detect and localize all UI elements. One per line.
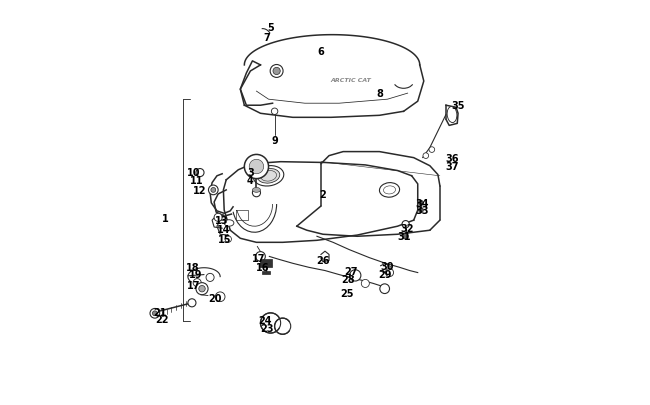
Circle shape (150, 309, 160, 318)
Circle shape (385, 269, 393, 277)
Circle shape (249, 160, 264, 174)
Ellipse shape (254, 166, 284, 187)
Circle shape (215, 292, 225, 302)
Text: 29: 29 (378, 269, 391, 279)
Circle shape (419, 208, 423, 213)
Bar (261, 260, 272, 267)
Text: 18: 18 (186, 262, 200, 272)
Text: 30: 30 (381, 261, 395, 271)
Text: 26: 26 (317, 256, 330, 266)
Text: 8: 8 (376, 89, 383, 99)
Text: 6: 6 (318, 47, 324, 57)
Text: 23: 23 (260, 323, 273, 333)
Circle shape (244, 155, 268, 179)
Circle shape (152, 311, 157, 316)
Text: 22: 22 (155, 314, 168, 324)
Text: 17: 17 (252, 254, 265, 264)
Circle shape (211, 188, 216, 193)
Circle shape (188, 299, 196, 307)
Text: 34: 34 (416, 198, 430, 208)
Text: 25: 25 (341, 288, 354, 298)
Text: 10: 10 (187, 167, 201, 177)
Text: 16: 16 (255, 262, 269, 272)
Text: 21: 21 (153, 307, 166, 317)
Circle shape (419, 201, 423, 206)
Circle shape (350, 270, 361, 281)
Text: 27: 27 (344, 266, 358, 276)
Text: 37: 37 (445, 161, 459, 171)
Text: 36: 36 (445, 153, 459, 163)
Text: 28: 28 (341, 275, 355, 285)
Text: 33: 33 (416, 206, 430, 215)
Bar (262, 271, 270, 274)
Text: 11: 11 (190, 175, 204, 185)
Text: 35: 35 (451, 101, 465, 111)
Circle shape (206, 274, 214, 282)
Circle shape (252, 189, 261, 197)
Circle shape (193, 279, 202, 287)
Circle shape (403, 234, 408, 239)
Circle shape (270, 65, 283, 78)
Circle shape (402, 221, 410, 228)
Text: 32: 32 (400, 224, 413, 234)
Ellipse shape (380, 183, 400, 198)
Text: 20: 20 (208, 293, 222, 303)
Text: 1: 1 (162, 213, 169, 224)
Text: 24: 24 (259, 315, 272, 325)
Text: ARCTIC CAT: ARCTIC CAT (331, 77, 372, 82)
Text: 31: 31 (398, 232, 411, 242)
Text: 19: 19 (189, 269, 203, 279)
Circle shape (361, 280, 369, 288)
Circle shape (199, 286, 205, 292)
Text: 3: 3 (247, 167, 254, 177)
Circle shape (225, 236, 231, 243)
Text: 9: 9 (271, 135, 278, 145)
Circle shape (273, 68, 280, 75)
Text: 4: 4 (247, 175, 254, 185)
Text: 15: 15 (218, 234, 231, 245)
Circle shape (380, 284, 389, 294)
Text: 13: 13 (215, 215, 229, 226)
Ellipse shape (447, 107, 457, 123)
Circle shape (209, 185, 218, 195)
Text: 12: 12 (193, 185, 207, 196)
Text: 7: 7 (263, 32, 270, 43)
Circle shape (423, 153, 428, 159)
Circle shape (214, 214, 222, 222)
Text: 17: 17 (187, 280, 201, 290)
Circle shape (196, 283, 208, 295)
Circle shape (255, 252, 265, 262)
Circle shape (271, 109, 278, 115)
Text: 5: 5 (267, 23, 274, 32)
Ellipse shape (252, 188, 261, 193)
Text: 14: 14 (216, 225, 230, 235)
Circle shape (196, 169, 204, 177)
Ellipse shape (224, 220, 234, 227)
Ellipse shape (257, 169, 280, 184)
Circle shape (429, 147, 435, 153)
Text: 2: 2 (320, 190, 326, 199)
